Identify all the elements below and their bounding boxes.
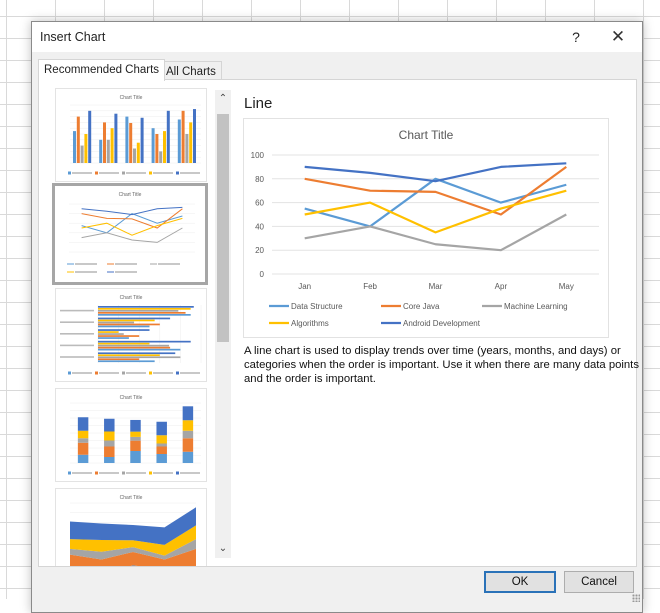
svg-text:Jan: Jan <box>298 282 311 291</box>
svg-text:Algorithms: Algorithms <box>291 319 329 328</box>
chart-thumbnail-list: Chart Title Chart Title Chart Title Char… <box>51 88 213 566</box>
tab-recommended-charts[interactable]: Recommended Charts <box>38 59 166 81</box>
svg-text:0: 0 <box>260 270 265 279</box>
thumbnail-clustered-bar[interactable]: Chart Title <box>55 288 207 382</box>
cancel-button[interactable]: Cancel <box>564 571 634 593</box>
stacked-column-chart-icon: Chart Title <box>68 395 201 475</box>
svg-text:Feb: Feb <box>363 282 377 291</box>
thumbnail-clustered-column[interactable]: Chart Title <box>55 88 207 182</box>
thumbnail-line[interactable]: Chart Title <box>52 183 208 285</box>
line-chart-preview: Chart Title 0 20 40 60 80 100 Jan Feb Mar Apr May Da… <box>251 128 599 328</box>
chevron-down-icon: ⌄ <box>218 543 228 554</box>
chart-description: A line chart is used to display trends o… <box>244 345 639 385</box>
scroll-up-button[interactable]: ⌃ <box>215 90 231 108</box>
close-button[interactable]: ✕ <box>606 26 630 48</box>
svg-text:60: 60 <box>255 199 264 208</box>
chevron-up-icon: ⌃ <box>218 93 228 104</box>
svg-text:Core Java: Core Java <box>403 302 440 311</box>
insert-chart-dialog: Insert Chart ? ✕ Recommended Charts All … <box>31 21 643 613</box>
thumbnail-stacked-area[interactable]: Chart Title <box>55 488 207 566</box>
svg-text:Chart Title: Chart Title <box>120 495 143 501</box>
thumbnail-scrollbar[interactable]: ⌃ ⌄ <box>215 90 231 558</box>
svg-text:100: 100 <box>251 151 265 160</box>
svg-text:Chart Title: Chart Title <box>119 192 142 198</box>
resize-grip-icon[interactable] <box>632 594 640 602</box>
thumbnail-stacked-column[interactable]: Chart Title <box>55 388 207 482</box>
svg-text:20: 20 <box>255 246 264 255</box>
line-chart-icon: Chart Title <box>67 192 195 273</box>
preview-chart-type-heading: Line <box>244 95 273 112</box>
recommended-charts-panel: Chart Title Chart Title Chart Title Char… <box>38 79 639 567</box>
svg-text:Machine Learning: Machine Learning <box>504 302 568 311</box>
svg-text:Data Structure: Data Structure <box>291 302 343 311</box>
chart-preview: Chart Title 0 20 40 60 80 100 Jan Feb Mar Apr May Da… <box>243 118 609 338</box>
svg-text:Chart Title: Chart Title <box>399 128 454 142</box>
dialog-titlebar: Insert Chart ? ✕ <box>32 22 642 52</box>
tab-all-charts[interactable]: All Charts <box>160 61 222 81</box>
svg-text:Chart Title: Chart Title <box>120 295 143 301</box>
clustered-bar-chart-icon: Chart Title <box>60 295 202 375</box>
stacked-area-chart-icon: Chart Title <box>70 495 196 566</box>
scroll-down-button[interactable]: ⌄ <box>215 540 231 558</box>
svg-text:Mar: Mar <box>429 282 443 291</box>
scrollbar-thumb[interactable] <box>217 114 229 342</box>
svg-text:Android Development: Android Development <box>403 319 481 328</box>
svg-text:Chart Title: Chart Title <box>120 95 143 101</box>
ok-button[interactable]: OK <box>484 571 556 593</box>
svg-text:40: 40 <box>255 222 264 231</box>
close-icon: ✕ <box>610 27 626 46</box>
help-button[interactable]: ? <box>572 29 580 45</box>
clustered-column-chart-icon: Chart Title <box>68 95 201 175</box>
svg-text:Apr: Apr <box>495 282 508 291</box>
svg-text:May: May <box>559 282 574 291</box>
svg-text:80: 80 <box>255 175 264 184</box>
svg-text:Chart Title: Chart Title <box>120 395 143 401</box>
dialog-title: Insert Chart <box>40 30 106 44</box>
